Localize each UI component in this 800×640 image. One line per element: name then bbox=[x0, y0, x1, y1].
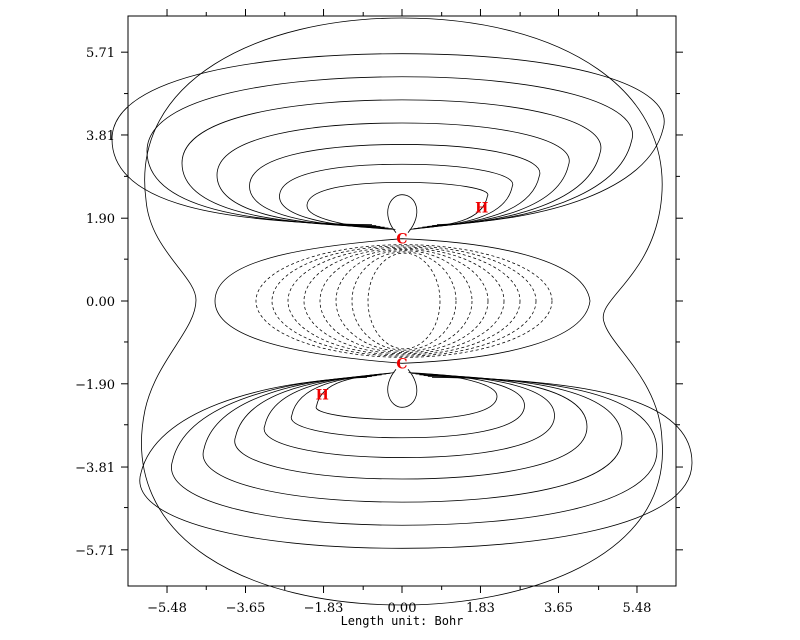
x-tick-label: −5.48 bbox=[147, 601, 187, 616]
contour-lower-lobe bbox=[315, 372, 498, 421]
contour-lower-lobe bbox=[202, 375, 623, 503]
contour-central-lens bbox=[214, 238, 591, 364]
contour-upper-lobe bbox=[249, 144, 541, 229]
atom-label-h: H bbox=[475, 200, 488, 216]
x-tick-label: 3.65 bbox=[544, 601, 573, 616]
contour-upper-bubble bbox=[387, 194, 418, 233]
contour-negative bbox=[287, 246, 521, 356]
contour-upper-lobe bbox=[279, 163, 514, 230]
atom-label-c: C bbox=[396, 232, 407, 248]
contour-lower-lobe bbox=[171, 376, 658, 526]
x-tick-labels: −5.48 −3.65 −1.83 0.00 1.83 3.65 5.48 bbox=[147, 601, 651, 616]
x-tick-label: 5.48 bbox=[623, 601, 652, 616]
contour-negative bbox=[303, 247, 505, 355]
contour-negative bbox=[319, 249, 489, 353]
contour-lower-lobe bbox=[234, 374, 588, 480]
contour-negative bbox=[255, 244, 553, 358]
y-tick-label: −5.71 bbox=[75, 544, 115, 559]
x-axis-label: Length unit: Bohr bbox=[341, 614, 464, 628]
y-tick-label: 1.90 bbox=[86, 212, 115, 227]
x-tick-label: 1.83 bbox=[466, 601, 495, 616]
atom-labels: C C H H bbox=[316, 200, 489, 403]
contour-outer bbox=[141, 17, 663, 606]
atom-label-h: H bbox=[316, 388, 329, 404]
contour-negative bbox=[367, 252, 441, 350]
axis-ticks bbox=[121, 9, 683, 593]
y-tick-label: 3.81 bbox=[86, 129, 115, 144]
contour-upper-lobe bbox=[181, 99, 602, 227]
contour-lower-lobe bbox=[290, 372, 525, 439]
y-tick-label: −1.90 bbox=[75, 378, 115, 393]
contour-upper-lobe bbox=[216, 122, 570, 228]
y-tick-label: 5.71 bbox=[86, 46, 115, 61]
x-tick-label: 0.00 bbox=[388, 601, 417, 616]
y-tick-label: −3.81 bbox=[75, 461, 115, 476]
y-tick-label: 0.00 bbox=[86, 295, 115, 310]
contour-negative bbox=[271, 245, 537, 357]
x-tick-label: −1.83 bbox=[304, 601, 344, 616]
contour-upper-lobe bbox=[111, 53, 665, 226]
atom-label-c: C bbox=[396, 356, 407, 372]
contour-negative bbox=[335, 250, 473, 352]
plot-frame bbox=[127, 15, 677, 587]
contour-lower-lobe bbox=[263, 373, 555, 458]
contour-lower-bubble bbox=[387, 369, 418, 408]
contour-upper-lobe bbox=[146, 76, 633, 226]
y-tick-labels: 5.71 3.81 1.90 0.00 −1.90 −3.81 −5.71 bbox=[75, 46, 115, 559]
contour-lines bbox=[111, 17, 693, 606]
contour-upper-lobe bbox=[306, 181, 489, 230]
x-tick-label: −3.65 bbox=[226, 601, 266, 616]
contour-negative bbox=[351, 251, 457, 351]
contour-lower-lobe bbox=[139, 376, 693, 549]
